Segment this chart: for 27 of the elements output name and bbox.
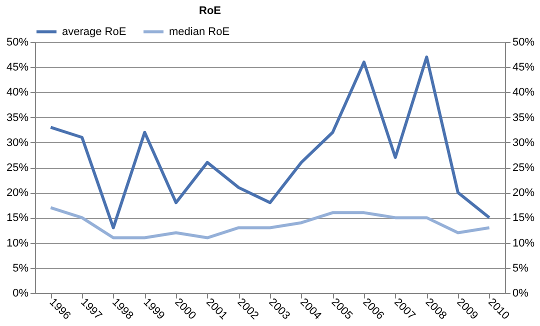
y-tick-label: 20% xyxy=(6,187,29,200)
y-tick-label: 15% xyxy=(6,212,29,224)
y2-tick-label: 50% xyxy=(512,36,535,48)
y2-tick-label: 35% xyxy=(512,112,535,124)
y2-tick-label: 20% xyxy=(512,187,535,200)
y-tick-label: 45% xyxy=(6,62,29,74)
y2-tick-label: 10% xyxy=(512,237,535,250)
y2-tick-label: 25% xyxy=(512,162,535,174)
y-tick-label: 40% xyxy=(6,86,29,99)
y-tick-label: 35% xyxy=(6,112,29,124)
y2-tick-label: 30% xyxy=(512,136,535,149)
chart-title: RoE xyxy=(199,5,221,17)
y-tick-label: 25% xyxy=(6,162,29,174)
y2-tick-label: 40% xyxy=(512,86,535,99)
legend-label: median RoE xyxy=(169,26,230,38)
y-tick-label: 50% xyxy=(6,36,29,48)
y-tick-label: 0% xyxy=(12,288,29,300)
y2-tick-label: 15% xyxy=(512,212,535,224)
y-tick-label: 30% xyxy=(6,136,29,149)
line-series xyxy=(49,56,491,230)
y2-tick-label: 0% xyxy=(512,288,529,300)
y2-tick-label: 5% xyxy=(512,262,529,274)
line-series xyxy=(49,206,491,240)
legend-label: average RoE xyxy=(62,26,126,38)
y2-tick-label: 45% xyxy=(512,62,535,74)
y-tick-label: 10% xyxy=(6,237,29,250)
y-tick-label: 5% xyxy=(12,262,29,274)
